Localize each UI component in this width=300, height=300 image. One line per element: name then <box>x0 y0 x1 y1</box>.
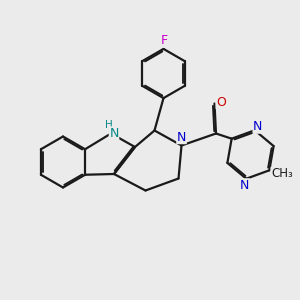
Text: N: N <box>177 130 186 144</box>
Text: N: N <box>109 127 119 140</box>
Text: N: N <box>253 120 262 133</box>
Text: CH₃: CH₃ <box>271 167 293 180</box>
Text: H: H <box>105 120 112 130</box>
Text: F: F <box>161 34 168 47</box>
Text: O: O <box>216 95 226 109</box>
Text: N: N <box>240 179 249 192</box>
